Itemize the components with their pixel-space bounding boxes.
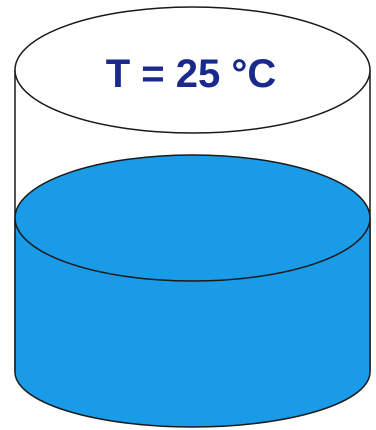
beaker-top-rim [14, 6, 371, 134]
water-surface [14, 154, 371, 282]
water-body-outline [14, 218, 371, 428]
temperature-label: T = 25 °C [105, 52, 277, 96]
